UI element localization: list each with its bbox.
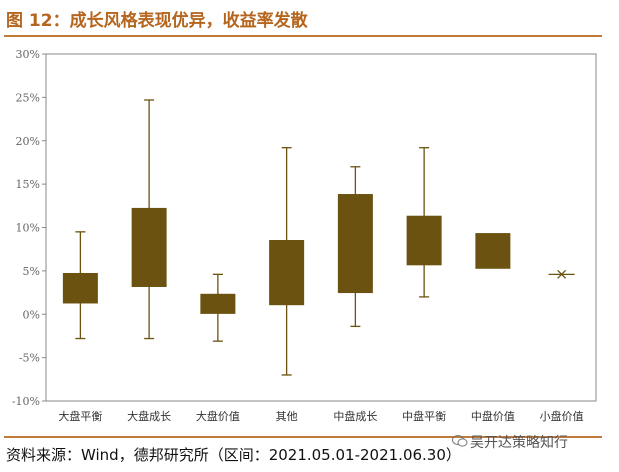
y-tick-label: 10% xyxy=(16,222,40,235)
title-rule xyxy=(4,35,602,37)
boxes-layer xyxy=(62,99,575,376)
box-8 xyxy=(548,269,575,279)
box-7 xyxy=(475,233,511,269)
box-5 xyxy=(337,166,373,328)
x-tick-label: 小盘价值 xyxy=(540,409,584,423)
x-tick-label: 其他 xyxy=(276,410,298,423)
y-tick-label: 25% xyxy=(16,91,40,104)
y-tick-label: 5% xyxy=(23,265,40,278)
x-tick-label: 大盘平衡 xyxy=(58,409,102,423)
box-body xyxy=(337,194,373,294)
box-body xyxy=(406,215,442,266)
bottom-rule xyxy=(4,436,602,438)
box-2 xyxy=(131,99,167,340)
source-note: 资料来源：Wind，德邦研究所（区间：2021.05.01-2021.06.30… xyxy=(6,446,461,464)
box-body xyxy=(269,240,305,306)
y-tick-label: -10% xyxy=(12,395,40,408)
box-body xyxy=(62,272,98,304)
y-tick-label: 30% xyxy=(16,48,40,61)
box-body xyxy=(475,233,511,269)
watermark-text: 吴开达策略知行 xyxy=(470,435,568,451)
y-tick-label: 20% xyxy=(16,135,40,148)
y-axis: -10% -5% 0% 5% 10% 15% 20% 25% 30% xyxy=(12,48,46,408)
x-tick-label: 中盘成长 xyxy=(333,409,377,423)
y-tick-label: 0% xyxy=(23,308,40,321)
x-tick-label: 中盘平衡 xyxy=(402,409,446,423)
box-3 xyxy=(200,273,236,342)
box-1 xyxy=(62,231,98,340)
wechat-icon xyxy=(452,435,468,447)
box-6 xyxy=(406,147,442,298)
plot-frame xyxy=(45,53,597,402)
box-body xyxy=(200,293,236,314)
x-tick-label: 大盘价值 xyxy=(196,409,240,423)
x-marker xyxy=(557,269,567,279)
figure-title: 图 12：成长风格表现优异，收益率发散 xyxy=(6,11,308,31)
x-axis: 大盘平衡 大盘成长 大盘价值 其他 中盘成长 中盘平衡 中盘价值 小盘价值 xyxy=(58,409,583,423)
box-body xyxy=(131,207,167,287)
box-4 xyxy=(269,147,305,376)
y-tick-label: 15% xyxy=(16,178,40,191)
x-tick-label: 大盘成长 xyxy=(127,409,171,423)
y-tick-label: -5% xyxy=(19,352,40,365)
x-tick-label: 中盘价值 xyxy=(471,409,515,423)
